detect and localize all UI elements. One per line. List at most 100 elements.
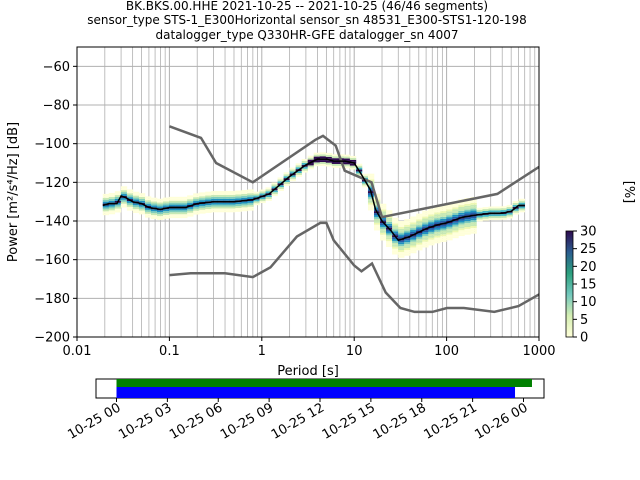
psd-cell bbox=[464, 201, 471, 204]
psd-cell bbox=[138, 200, 146, 203]
psd-cell bbox=[428, 241, 435, 244]
title-line-2: sensor_type STS-1_E300Horizontal sensor_… bbox=[87, 13, 527, 27]
psd-cell bbox=[404, 222, 411, 225]
psd-cell bbox=[325, 156, 333, 159]
psd-cell bbox=[446, 205, 453, 208]
psd-cell bbox=[446, 238, 453, 241]
psd-cell bbox=[452, 226, 459, 229]
psd-cell bbox=[349, 155, 357, 158]
colorbar-tick-label: 30 bbox=[580, 225, 597, 240]
psd-cell bbox=[361, 181, 369, 184]
psd-cell bbox=[187, 208, 194, 211]
psd-cell bbox=[181, 214, 188, 217]
psd-cell bbox=[367, 187, 375, 190]
psd-cell bbox=[367, 179, 375, 182]
y-tick-label: −120 bbox=[34, 176, 70, 191]
psd-cell bbox=[398, 242, 405, 245]
psd-cell bbox=[138, 195, 146, 198]
psd-cell bbox=[132, 191, 140, 194]
psd-cell bbox=[175, 214, 182, 217]
psd-cell bbox=[458, 210, 465, 213]
psd-cell bbox=[494, 214, 501, 217]
psd-cell bbox=[398, 251, 405, 254]
psd-cell bbox=[138, 193, 146, 196]
psd-cell bbox=[126, 189, 134, 192]
psd-cell bbox=[157, 218, 164, 220]
psd-cell bbox=[434, 227, 441, 230]
psd-cell bbox=[337, 154, 345, 157]
psd-cell bbox=[416, 248, 423, 251]
psd-cell bbox=[163, 205, 170, 208]
colorbar-tick-label: 20 bbox=[580, 260, 597, 275]
psd-cell bbox=[512, 212, 519, 215]
psd-cell bbox=[416, 223, 423, 226]
psd-cell bbox=[114, 208, 122, 211]
psd-cell bbox=[458, 234, 465, 237]
psd-cell bbox=[380, 219, 387, 222]
psd-cell bbox=[422, 232, 429, 234]
colorbar: 0 5 10 15 20 25 30 [%] bbox=[565, 181, 636, 346]
psd-cell bbox=[452, 205, 459, 208]
psd-cell bbox=[434, 225, 441, 228]
psd-cell bbox=[205, 191, 212, 194]
psd-cell bbox=[458, 214, 465, 217]
psd-cell bbox=[373, 213, 381, 216]
psd-cell bbox=[235, 196, 242, 199]
psd-cell bbox=[373, 205, 381, 208]
title-line-1: BK.BKS.00.HHE 2021-10-25 -- 2021-10-25 (… bbox=[126, 0, 488, 13]
psd-cell bbox=[386, 245, 393, 247]
psd-cell bbox=[470, 200, 477, 203]
psd-cell bbox=[187, 197, 194, 200]
psd-cell bbox=[205, 193, 212, 196]
psd-cell bbox=[380, 217, 387, 220]
psd-cell bbox=[446, 222, 453, 225]
psd-cell bbox=[428, 229, 435, 232]
psd-cell bbox=[241, 209, 248, 212]
psd-cell bbox=[108, 192, 116, 195]
psd-cell bbox=[398, 248, 405, 251]
psd-cell bbox=[343, 156, 351, 159]
psd-cell bbox=[470, 224, 477, 226]
psd-cell bbox=[163, 213, 170, 215]
psd-cell bbox=[337, 165, 345, 168]
psd-cell bbox=[169, 204, 176, 207]
psd-cell bbox=[488, 210, 495, 213]
psd-cell bbox=[259, 199, 266, 202]
psd-cell bbox=[428, 222, 435, 225]
psd-cell bbox=[253, 191, 260, 194]
psd-cell bbox=[464, 213, 471, 216]
psd-cell bbox=[440, 205, 447, 208]
psd-cell bbox=[416, 242, 423, 245]
psd-cell bbox=[416, 229, 423, 232]
psd-cell bbox=[398, 250, 405, 252]
psd-cell bbox=[211, 204, 218, 207]
psd-cell bbox=[325, 164, 333, 167]
psd-cell bbox=[416, 244, 423, 247]
psd-cell bbox=[307, 167, 315, 170]
psd-cell bbox=[434, 237, 441, 240]
psd-cell bbox=[428, 212, 435, 215]
psd-cell bbox=[380, 203, 387, 206]
psd-cell bbox=[452, 236, 459, 239]
psd-cell bbox=[398, 224, 405, 227]
figure-title: BK.BKS.00.HHE 2021-10-25 -- 2021-10-25 (… bbox=[87, 0, 527, 42]
psd-cell bbox=[150, 217, 158, 219]
psd-cell bbox=[416, 225, 423, 228]
psd-cell bbox=[349, 159, 357, 162]
psd-cell bbox=[361, 175, 369, 178]
psd-cell bbox=[482, 218, 489, 221]
psd-cell bbox=[392, 240, 399, 243]
psd-cell bbox=[217, 191, 224, 193]
psd-cell bbox=[211, 210, 218, 213]
psd-cell bbox=[313, 164, 321, 167]
psd-cell bbox=[373, 220, 381, 223]
psd-cell bbox=[289, 177, 296, 180]
psd-cell bbox=[380, 207, 387, 210]
psd-cell bbox=[440, 240, 447, 243]
psd-cell bbox=[265, 197, 272, 199]
psd-cell bbox=[464, 211, 471, 214]
psd-cell bbox=[241, 201, 248, 204]
psd-cell bbox=[458, 208, 465, 211]
psd-cell bbox=[512, 202, 519, 205]
